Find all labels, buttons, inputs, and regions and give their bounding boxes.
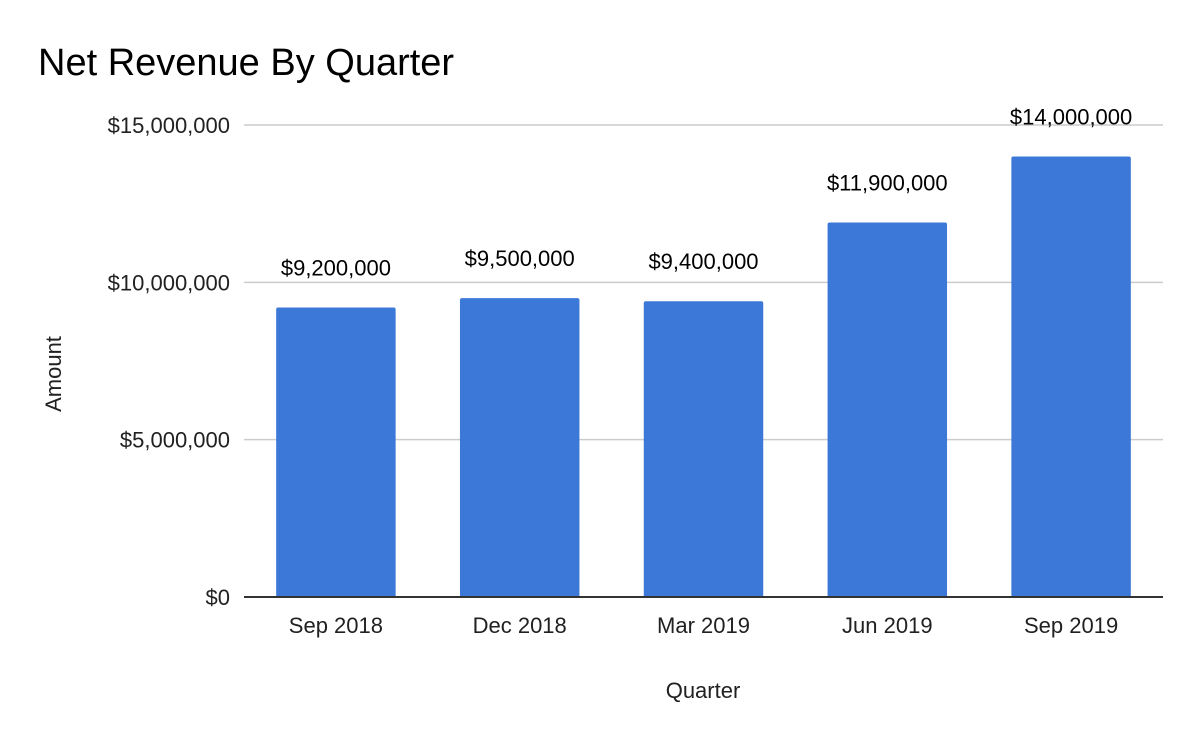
y-tick-label: $0 xyxy=(206,585,230,610)
data-label: $9,400,000 xyxy=(648,249,758,274)
x-axis-title: Quarter xyxy=(666,678,741,703)
x-tick-label: Dec 2018 xyxy=(473,613,567,638)
bar xyxy=(827,222,948,597)
bar xyxy=(1011,156,1131,597)
data-label: $9,200,000 xyxy=(281,256,391,281)
data-labels: $9,200,000 $9,500,000 $9,400,000 $11,900,00… xyxy=(281,104,1132,280)
y-tick-label: $10,000,000 xyxy=(108,270,230,295)
data-label: $14,000,000 xyxy=(1010,104,1132,129)
x-axis-tick-labels: Sep 2018 Dec 2018 Mar 2019 Jun 2019 Sep 2019 xyxy=(289,613,1118,638)
x-tick-label: Jun 2019 xyxy=(842,613,933,638)
data-label: $9,500,000 xyxy=(465,246,575,271)
x-tick-label: Mar 2019 xyxy=(657,613,750,638)
y-tick-label: $15,000,000 xyxy=(108,113,230,138)
chart-title: Net Revenue By Quarter xyxy=(38,42,454,84)
y-tick-label: $5,000,000 xyxy=(120,428,230,453)
bar xyxy=(459,298,580,597)
bars xyxy=(276,156,1131,597)
bar xyxy=(643,301,764,597)
y-axis-title: Amount xyxy=(41,336,66,412)
x-tick-label: Sep 2019 xyxy=(1024,613,1118,638)
x-tick-label: Sep 2018 xyxy=(289,613,383,638)
data-label: $11,900,000 xyxy=(827,171,948,196)
bar xyxy=(276,307,396,597)
y-axis-tick-labels: $0 $5,000,000 $10,000,000 $15,000,000 xyxy=(108,113,230,610)
